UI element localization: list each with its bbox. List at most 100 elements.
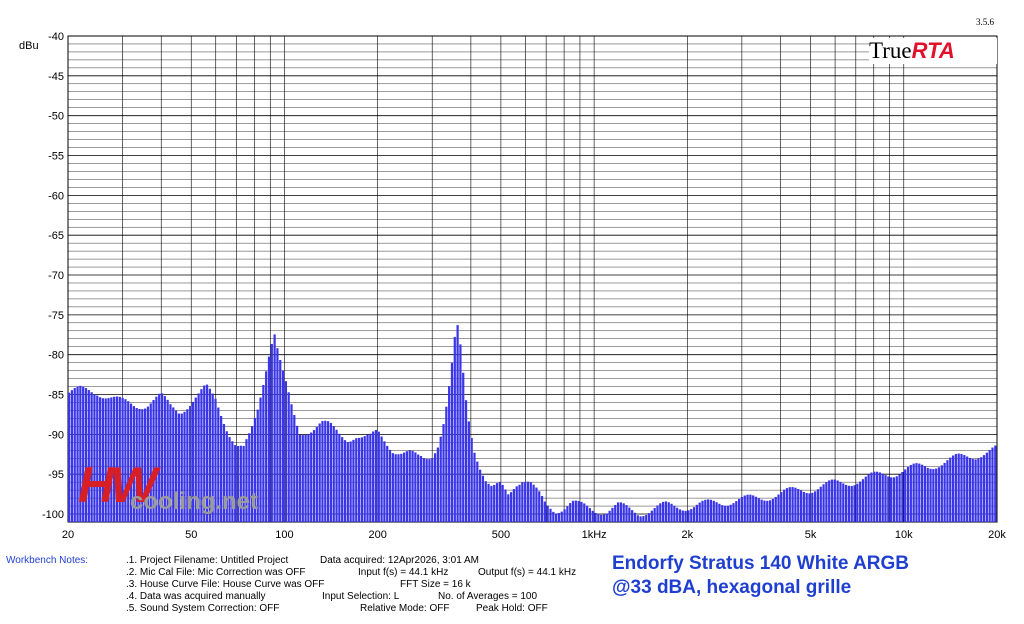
spectrum-bar [529,482,532,522]
spectrum-bar [591,510,594,522]
logo-part2: RTA [911,38,955,63]
note-output-fs: Output f(s) = 44.1 kHz [478,567,577,578]
spectrum-bar [445,406,448,522]
spectrum-bar [560,511,563,522]
y-tick-label: -85 [48,390,64,402]
spectrum-bar [101,398,104,522]
spectrum-bar [197,393,200,522]
spectrum-bar [740,496,744,522]
spectrum-bar [231,441,234,522]
note-fft-size: FFT Size = 16 k [400,579,471,590]
spectrum-bar [191,401,195,522]
spectrum-bar [861,479,865,522]
spectrum-bar [68,392,71,522]
spectrum-bar [763,500,766,522]
spectrum-bar [417,454,420,522]
spectrum-bar [985,452,988,522]
spectrum-bar [490,485,493,522]
spectrum-bar [774,496,777,522]
spectrum-bar [239,445,242,522]
spectrum-bar [915,463,918,522]
spectrum-bar [456,325,459,522]
caption-line-2: @33 dBA, hexagonal grille [612,577,852,598]
spectrum-bar [411,450,414,522]
spectrum-bar [121,397,124,522]
spectrum-bar [929,468,932,522]
spectrum-bar [802,491,805,522]
spectrum-bar [636,515,639,522]
spectrum-bar [538,491,541,522]
spectrum-bar [312,430,316,522]
note-peak-hold: Peak Hold: OFF [476,603,548,614]
spectrum-bar [892,477,896,522]
spectrum-bar [253,417,257,522]
spectrum-bar [521,482,524,522]
spectrum-bar [839,481,842,522]
spectrum-bar [403,452,406,522]
spectrum-bar [318,423,321,522]
spectrum-bar [498,482,501,522]
spectrum-bar [628,507,631,522]
spectrum-bar [726,505,729,522]
spectrum-bar [557,513,561,522]
spectrum-bar [369,433,372,522]
y-tick-label: -45 [48,71,64,83]
spectrum-bar [265,371,268,522]
spectrum-bar [408,450,411,522]
note-acquired-manually: .4. Data was acquired manually [126,591,266,602]
spectrum-bar [602,514,606,522]
spectrum-bar [245,439,248,522]
spectrum-bar [847,485,851,522]
spectrum-bar [433,453,437,522]
spectrum-bar [659,503,662,522]
note-data-acquired: Data acquired: 12Apr2026, 3:01 AM [320,555,479,566]
spectrum-bar [994,445,997,522]
caption-line-1: Endorfy Stratus 140 White ARGB [612,553,910,574]
spectrum-bar [625,505,628,522]
spectrum-bar [169,404,172,522]
spectrum-bar [391,453,394,522]
spectrum-bar [194,397,197,522]
spectrum-bar [146,406,150,522]
spectrum-bar [600,514,603,522]
spectrum-bar [535,487,538,522]
spectrum-bar [127,401,130,522]
spectrum-bar [757,498,760,522]
spectrum-bar [487,483,490,522]
spectrum-bar [923,466,927,522]
spectrum-bar [549,508,552,522]
spectrum-bar [566,506,569,522]
spectrum-bar [760,499,763,522]
spectrum-bar [766,500,769,522]
spectrum-bar [144,408,147,522]
y-tick-label: -50 [48,111,64,123]
note-house-curve: .3. House Curve File: House Curve was OF… [126,579,325,590]
spectrum-bar [343,440,347,522]
spectrum-bar [594,512,597,522]
spectrum-bar [135,407,138,522]
spectrum-bar [729,504,732,522]
spectrum-bar [501,484,504,522]
spectrum-bar [225,431,228,522]
spectrum-bar [484,481,487,522]
spectrum-bar [904,469,907,522]
spectrum-bar [608,510,611,522]
spectrum-bar [639,516,642,522]
spectrum-bar [977,458,980,522]
spectrum-bar [366,434,369,522]
spectrum-bar [932,469,935,522]
spectrum-bar [574,500,577,522]
spectrum-bar [805,493,808,522]
spectrum-bar [960,453,963,522]
spectrum-bar [650,510,653,522]
spectrum-bar [819,486,822,522]
spectrum-bar [940,465,943,522]
spectrum-bar [276,348,279,522]
spectrum-bar [250,426,254,522]
spectrum-bar [611,507,614,522]
spectrum-bar [571,500,575,522]
spectrum-bar [73,388,76,522]
spectrum-bar [507,494,510,522]
spectrum-bar [481,475,485,522]
spectrum-bar [653,508,656,522]
